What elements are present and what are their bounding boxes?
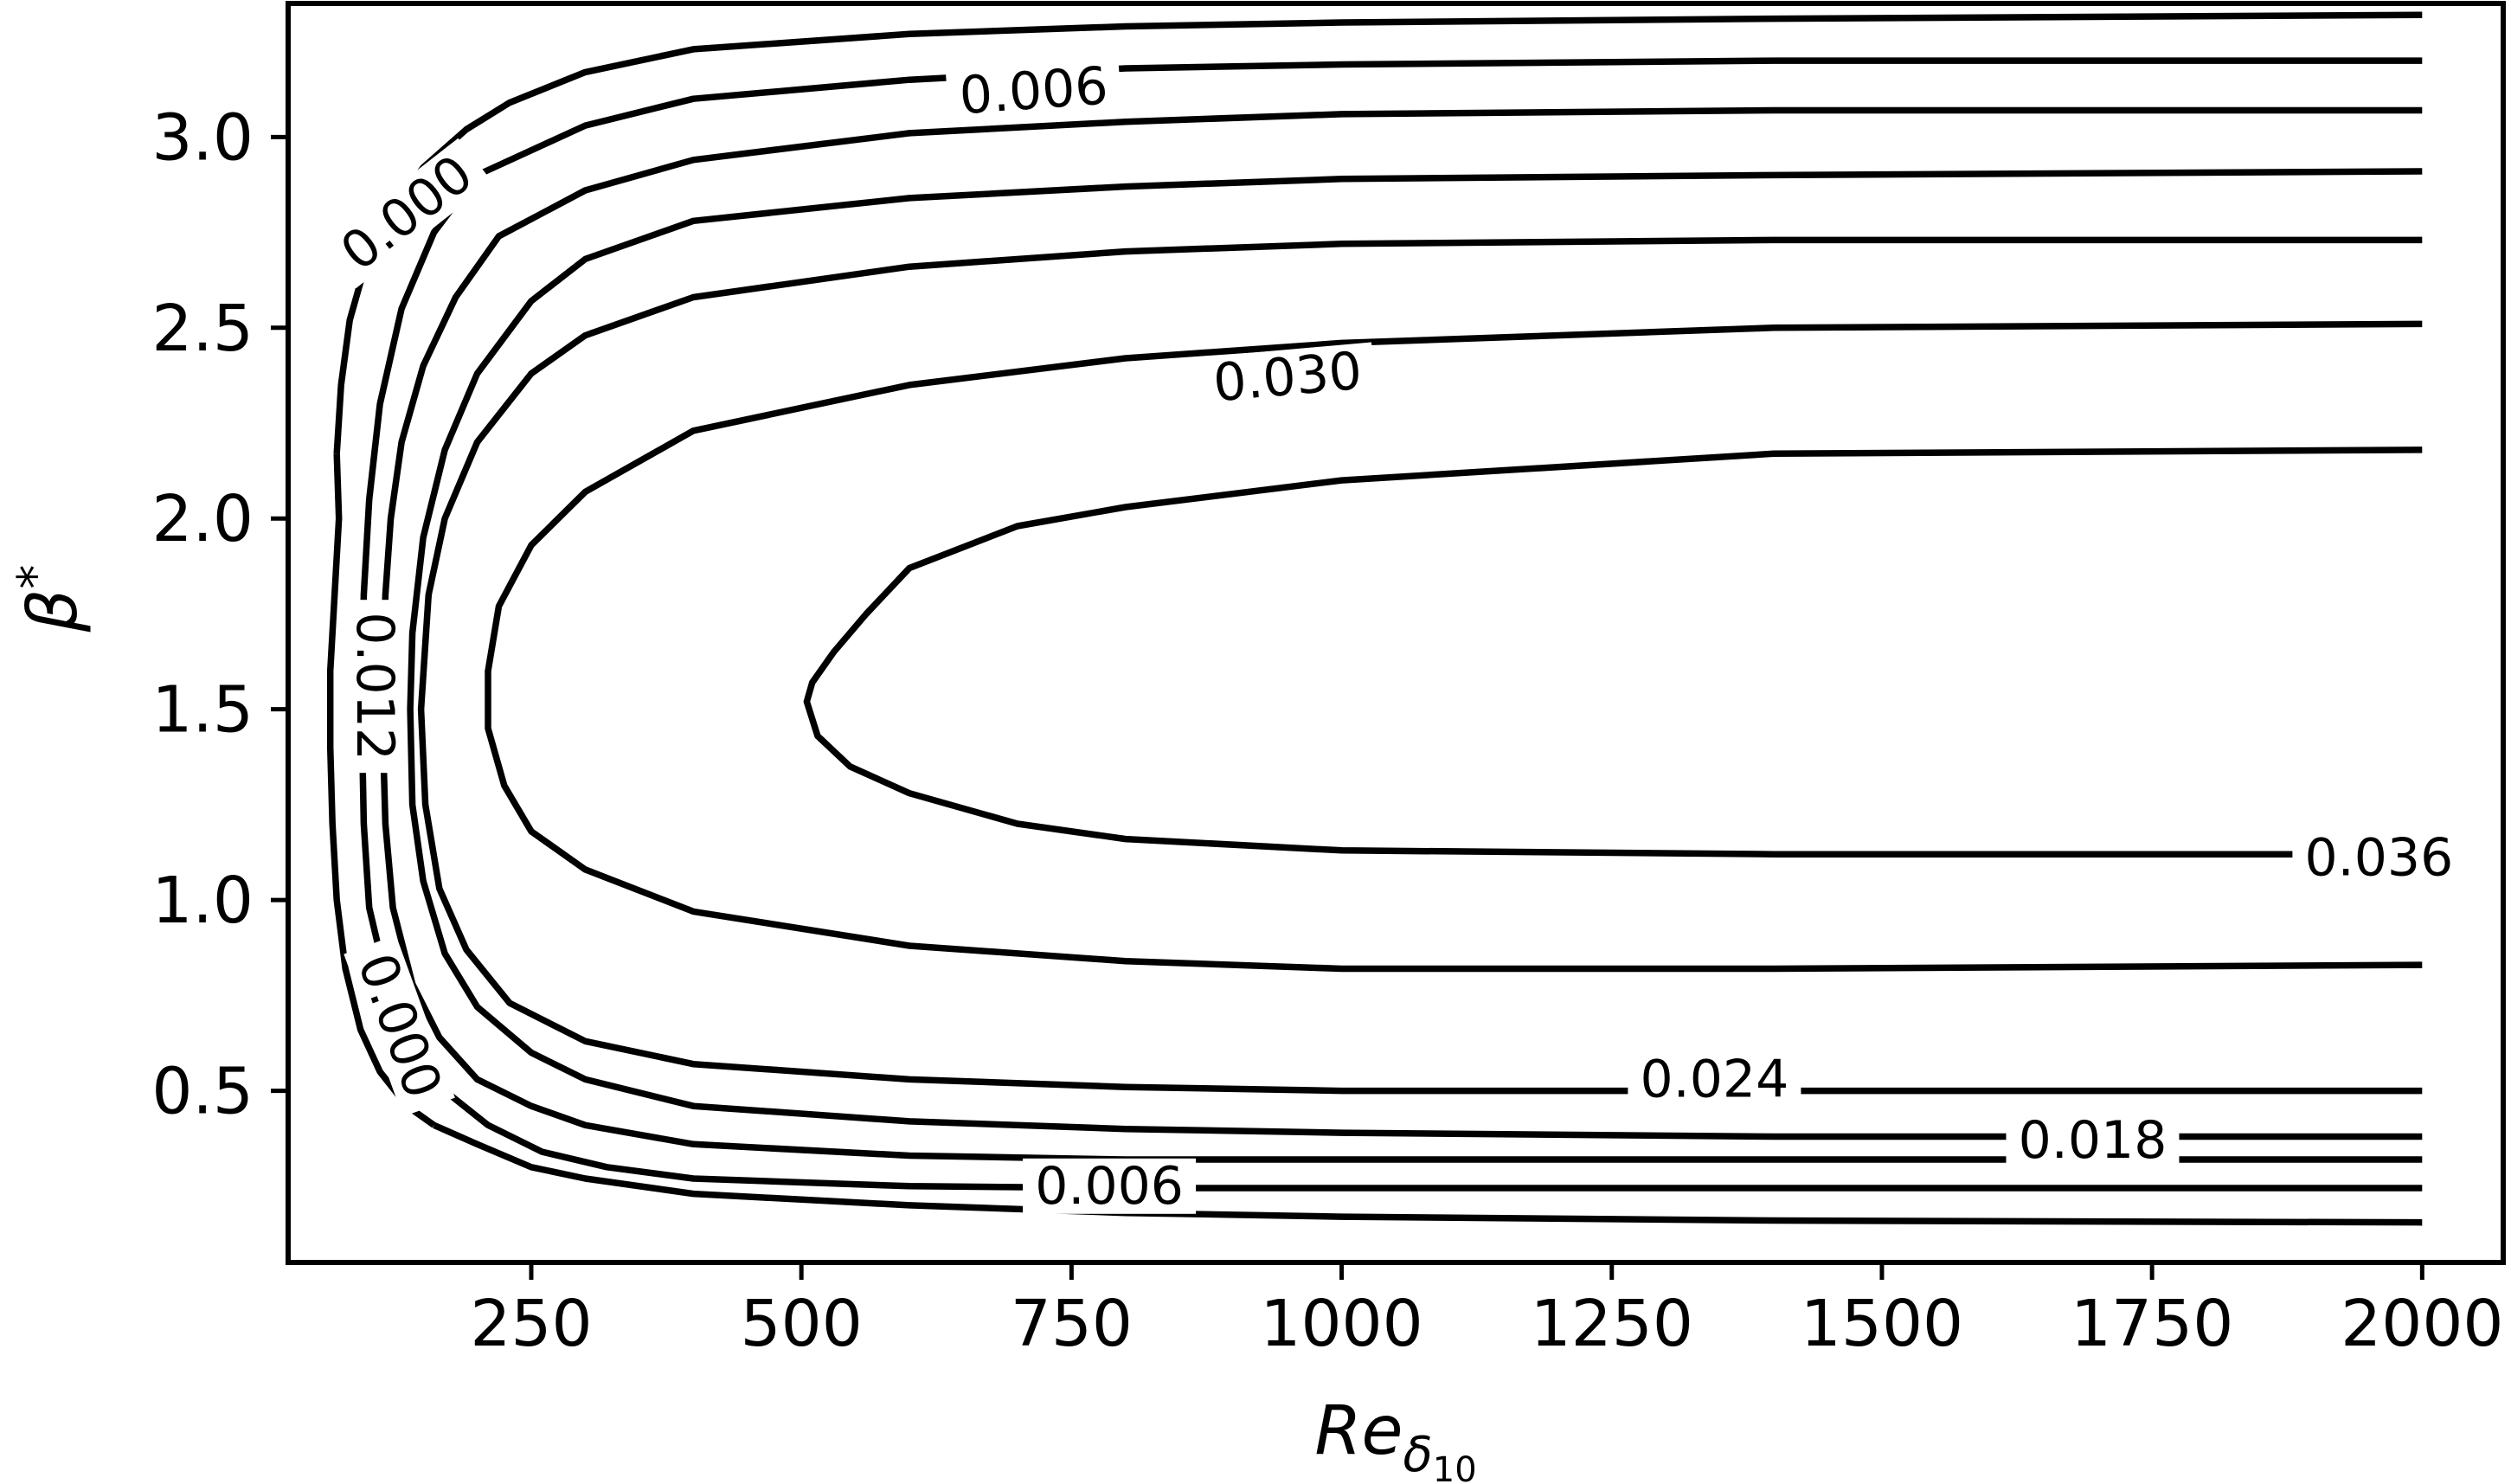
contour-label-gap xyxy=(346,600,402,774)
y-tick-label: 1.0 xyxy=(151,864,254,938)
contour-label-text: 0.024 xyxy=(1641,1049,1789,1109)
x-axis-label-sub2: 10 xyxy=(1433,1450,1477,1484)
contour-label-2: 0.030 xyxy=(1198,341,1377,414)
x-tick-label: 250 xyxy=(470,1287,592,1361)
contour-line-0-0 xyxy=(326,453,436,1128)
x-tick-label: 1750 xyxy=(2071,1287,2233,1361)
y-tick-label: 1.5 xyxy=(151,673,254,748)
contour-label-gap xyxy=(321,138,492,289)
contour-label-8: 0.036 xyxy=(2292,828,2466,889)
contour-label-text: 0.000 xyxy=(330,144,484,283)
contour-label-gap xyxy=(945,57,1122,125)
contour-label-gap xyxy=(2292,830,2466,886)
contour-label-0: 0.000 xyxy=(321,138,492,289)
x-tick-label: 1000 xyxy=(1260,1287,1422,1361)
contour-line-0-2 xyxy=(433,1121,2423,1226)
contour-label-text: 0.030 xyxy=(1211,341,1364,414)
x-axis-label: Reδ10 xyxy=(1314,1392,1476,1484)
contour-label-text: 0.012 xyxy=(344,612,405,761)
contour-line-0_024-0 xyxy=(417,236,2423,1095)
contour-label-text: 0.036 xyxy=(2305,828,2454,889)
x-tick-label: 500 xyxy=(741,1287,863,1361)
y-axis-label: β* xyxy=(8,565,93,633)
x-axis-label-sub: δ xyxy=(1403,1427,1433,1483)
contour-label-gap xyxy=(344,935,455,1117)
x-axis-ticks: 250 500 750 1000 1250 1500 1750 2000 xyxy=(470,1262,2504,1361)
contour-label-gap xyxy=(1198,342,1377,413)
contour-line-0_018-0 xyxy=(407,168,2423,1140)
contour-label-text: 0.006 xyxy=(958,55,1110,126)
contour-label-text: 0.006 xyxy=(1035,1156,1184,1217)
contour-label-gap xyxy=(1628,1051,1801,1108)
contour-label-3: 0.012 xyxy=(344,600,405,774)
contour-lines xyxy=(326,11,2423,1226)
y-tick-label: 2.5 xyxy=(151,292,254,366)
contour-line-0_036-0 xyxy=(803,446,2423,858)
plot-frame xyxy=(286,1,2506,1265)
y-axis-label-sup: * xyxy=(8,565,64,589)
contour-label-5: 0.024 xyxy=(1628,1049,1801,1109)
contour-label-gap xyxy=(2006,1112,2180,1168)
contour-line-0_012-0 xyxy=(378,106,2423,1163)
contour-line-0_03-0 xyxy=(485,320,2423,973)
contour-line-0_006-0 xyxy=(475,57,2423,178)
y-axis-ticks: 0.5 1.0 1.5 2.0 2.5 3.0 xyxy=(151,100,288,1129)
y-tick-label: 3.0 xyxy=(151,100,254,175)
x-tick-label: 1250 xyxy=(1531,1287,1693,1361)
x-tick-label: 1500 xyxy=(1801,1287,1963,1361)
contour-line-0-1 xyxy=(333,11,2423,454)
y-axis-label-main: β xyxy=(15,589,93,633)
y-tick-label: 2.0 xyxy=(151,482,254,556)
contour-label-7: 0.006 xyxy=(1023,1156,1197,1217)
y-tick-label: 0.5 xyxy=(151,1055,254,1129)
x-axis-label-main: Re xyxy=(1314,1392,1403,1470)
x-tick-label: 750 xyxy=(1011,1287,1133,1361)
contour-label-1: 0.006 xyxy=(945,55,1122,126)
contour-label-text: 0.018 xyxy=(2019,1110,2167,1171)
x-tick-label: 2000 xyxy=(2341,1287,2503,1361)
contour-label-6: 0.018 xyxy=(2006,1110,2180,1171)
contour-label-gap xyxy=(1023,1158,1197,1214)
